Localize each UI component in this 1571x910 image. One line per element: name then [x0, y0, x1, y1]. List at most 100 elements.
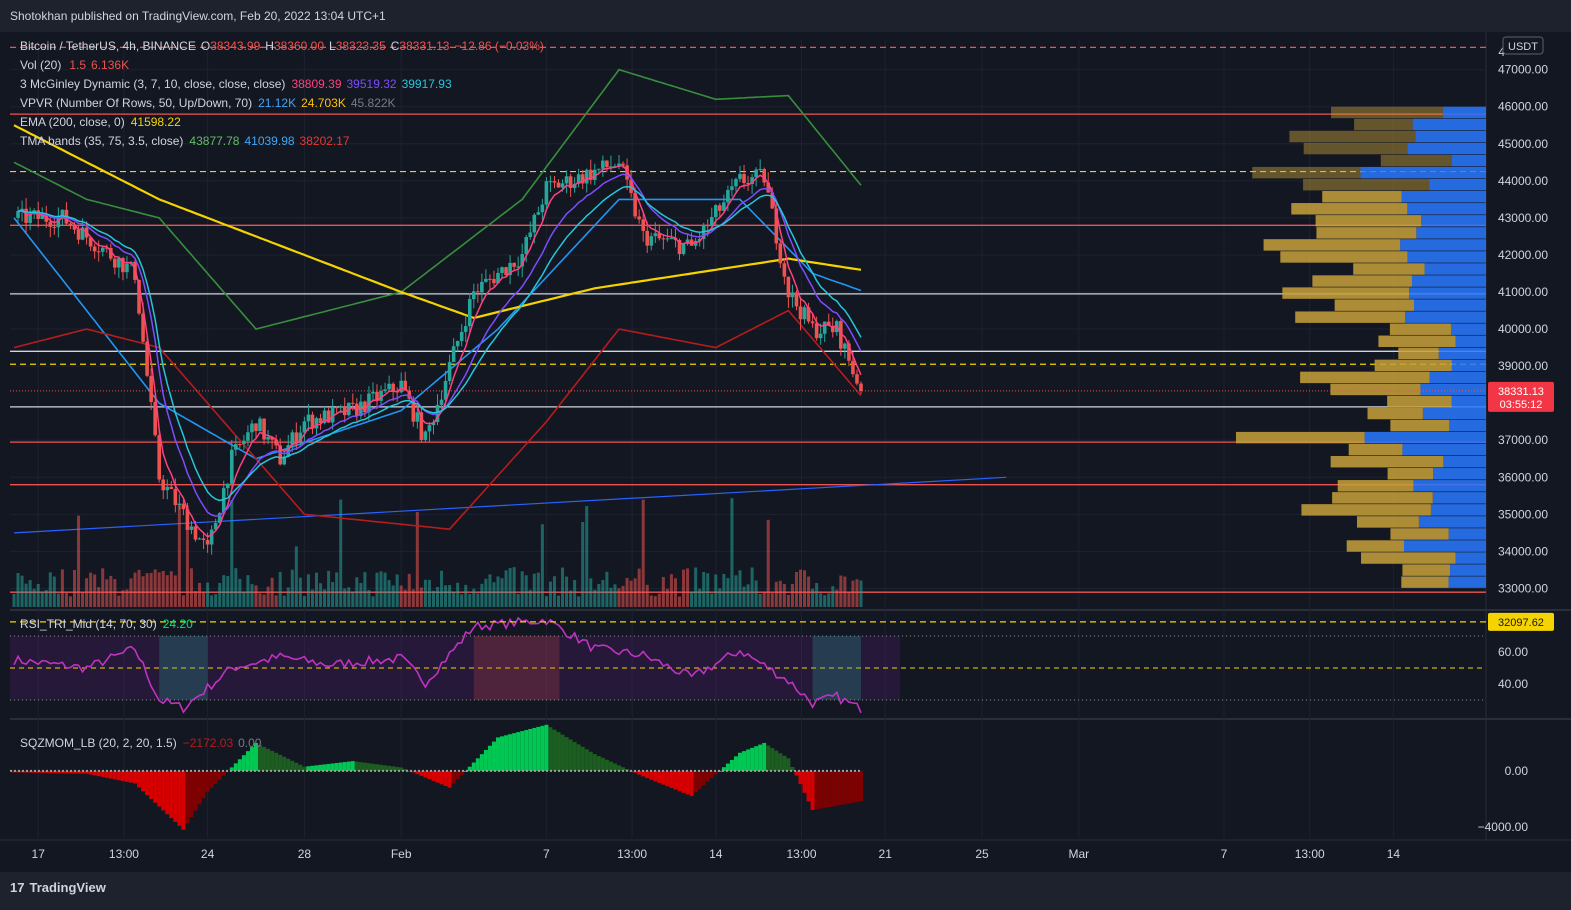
- volume-bar: [766, 519, 770, 607]
- volume-bar: [403, 589, 407, 607]
- sqz-bar: [608, 761, 613, 771]
- vpvr-up-bar: [1416, 227, 1486, 239]
- legend-sqzmom[interactable]: SQZMOM_LB (20, 2, 20, 1.5) −2172.03 0.00: [20, 736, 262, 750]
- legend-tma[interactable]: TMA bands (35, 75, 3.5, close) 43877.78 41…: [20, 134, 350, 148]
- sqz-bar: [673, 770, 678, 790]
- vpvr-up-bar: [1405, 311, 1486, 323]
- sqz-bar: [346, 761, 351, 771]
- candle-body: [88, 237, 93, 247]
- candle-body: [24, 208, 28, 223]
- candle-body: [705, 224, 710, 227]
- volume-bar: [427, 579, 431, 607]
- candle-body: [480, 281, 484, 293]
- volume-bar: [20, 575, 24, 607]
- currency-button[interactable]: [1502, 36, 1544, 55]
- candle-body: [709, 217, 714, 227]
- sqz-bar: [677, 770, 682, 792]
- candle-body: [100, 247, 105, 252]
- volume-bar: [32, 588, 36, 607]
- legend-volume[interactable]: Vol (20) 1.5 6.136K: [20, 58, 129, 72]
- legend-sqzmom-part: 0.00: [238, 736, 262, 750]
- sqz-bar: [822, 770, 827, 808]
- candle-body: [399, 380, 403, 393]
- vpvr-up-bar: [1421, 215, 1486, 227]
- sqz-bar: [237, 759, 242, 771]
- currency-label: USDT: [1508, 41, 1538, 53]
- sqz-bar: [713, 770, 718, 775]
- volume-bar: [266, 586, 270, 607]
- vpvr-down-bar: [1402, 564, 1451, 576]
- legend-mcginley[interactable]: 3 McGinley Dynamic (3, 7, 10, close, clo…: [20, 77, 452, 91]
- volume-bar: [476, 593, 480, 607]
- candle-body: [851, 360, 855, 375]
- candle-body: [173, 489, 178, 506]
- sqz-bar: [641, 770, 646, 777]
- sqz-bar: [56, 770, 61, 774]
- sqz-bar: [814, 770, 819, 810]
- tradingview-logo-icon: 17: [10, 880, 25, 895]
- sqz-bar: [48, 770, 53, 774]
- candle-body: [467, 299, 472, 327]
- volume-bar: [234, 568, 238, 607]
- candle-body: [588, 169, 593, 180]
- candle-body: [68, 223, 73, 226]
- candle-body: [738, 173, 742, 180]
- candle-body: [633, 192, 637, 217]
- time-label: 13:00: [1295, 847, 1325, 861]
- volume-bar: [778, 580, 782, 607]
- candle-body: [342, 406, 347, 416]
- candle-body: [234, 444, 238, 450]
- candle-body: [72, 225, 77, 230]
- price-tick-label: 39000.00: [1498, 359, 1548, 373]
- price-tick-label: 43000.00: [1498, 211, 1548, 225]
- volume-bar: [754, 580, 758, 607]
- legend-tma-part: 41039.98: [244, 134, 294, 148]
- candle-body: [689, 239, 694, 246]
- candle-body: [839, 321, 843, 349]
- candle-body: [262, 418, 266, 440]
- vpvr-up-bar: [1448, 576, 1486, 588]
- legend-ema[interactable]: EMA (200, close, 0) 41598.22: [20, 115, 181, 129]
- volume-bar: [536, 572, 540, 607]
- sqz-bar: [790, 766, 795, 771]
- legend-vpvr[interactable]: VPVR (Number Of Rows, 50, Up/Down, 70) 21…: [20, 96, 396, 110]
- volume-bar: [532, 573, 536, 607]
- sqz-bar: [60, 770, 65, 774]
- volume-bar: [218, 582, 222, 607]
- sqz-bar: [358, 762, 363, 771]
- vpvr-down-bar: [1252, 166, 1361, 179]
- volume-bar: [262, 594, 266, 607]
- volume-bar: [819, 593, 823, 607]
- candle-body: [810, 321, 815, 324]
- legend-rsi[interactable]: RSI_TRI_Mid (14, 70, 30) 24.20: [20, 617, 193, 631]
- candle-body: [28, 213, 32, 223]
- sqz-bar: [733, 756, 738, 771]
- sqz-bar: [254, 742, 258, 771]
- candle-body: [290, 432, 295, 446]
- candle-body: [520, 254, 524, 267]
- sqz-bar: [201, 770, 206, 799]
- candle-body: [463, 326, 468, 332]
- sqz-bar: [249, 747, 254, 771]
- candle-body: [488, 278, 492, 280]
- volume-bar: [391, 585, 395, 607]
- candle-body: [516, 266, 520, 268]
- sqz-bar: [427, 770, 432, 780]
- volume-bar: [64, 593, 68, 607]
- bottom-bar: [0, 872, 1571, 910]
- sqz-bar: [310, 765, 315, 771]
- sqz-bar: [471, 762, 476, 771]
- candle-body: [403, 380, 408, 391]
- candle-body: [459, 331, 464, 341]
- vpvr-up-bar: [1407, 142, 1486, 155]
- alert-price-badge: [1488, 612, 1554, 631]
- vpvr-down-bar: [1398, 347, 1439, 360]
- tradingview-logo[interactable]: 17 TradingView: [10, 880, 106, 895]
- price-tick-label: 36000.00: [1498, 470, 1548, 484]
- sqz-bar: [693, 770, 698, 793]
- legend-symbol[interactable]: Bitcoin / TetherUS, 4h, BINANCE O38343.99…: [20, 39, 544, 53]
- sqz-bar: [653, 770, 658, 782]
- price-tick-label: 47000.00: [1498, 63, 1548, 77]
- legend-symbol-part: Bitcoin / TetherUS, 4h, BINANCE: [20, 39, 196, 53]
